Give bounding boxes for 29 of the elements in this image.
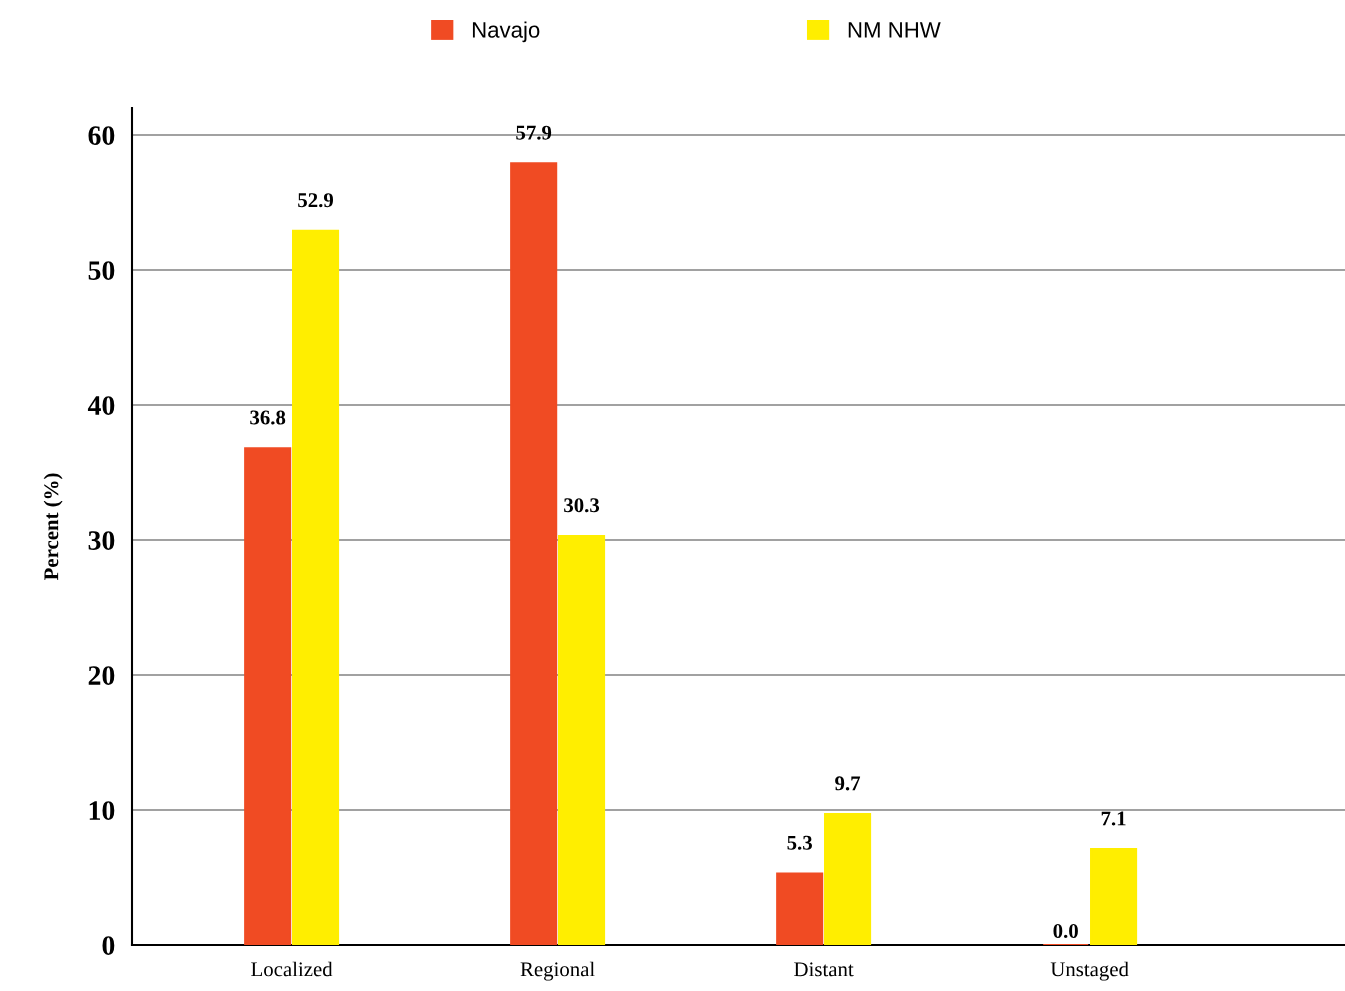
x-tick-label: Regional	[520, 961, 595, 981]
data-label: 5.3	[787, 835, 812, 850]
y-tick-label: 10	[89, 801, 115, 820]
data-label: 57.9	[516, 125, 552, 140]
y-tick-label: 40	[87, 396, 115, 415]
x-tick-label: Unstaged	[1050, 961, 1129, 981]
bar	[824, 813, 872, 945]
y-tick-label: 0	[102, 936, 115, 955]
data-label: 7.1	[1101, 811, 1126, 826]
bar	[244, 447, 292, 945]
legend-label: NM NHW	[848, 22, 941, 38]
x-tick-label: Distant	[794, 962, 854, 977]
data-label: 30.3	[564, 498, 600, 513]
data-label: 0.0	[1053, 923, 1078, 939]
x-tick-label: Localized	[251, 961, 333, 977]
legend-label: Navajo	[472, 21, 540, 43]
y-axis-title: Percent (%)	[43, 473, 63, 581]
y-tick-label: 20	[88, 666, 115, 685]
y-tick-label: 50	[88, 261, 115, 280]
bar	[292, 229, 340, 945]
y-tick-label: 30	[88, 531, 115, 550]
bar	[776, 872, 824, 945]
data-label: 52.9	[298, 193, 334, 208]
bar	[558, 534, 606, 945]
y-tick-label: 60	[88, 126, 115, 145]
data-label: 9.7	[835, 776, 861, 791]
bar	[1090, 848, 1138, 945]
data-label: 36.8	[250, 410, 286, 425]
bar	[510, 162, 558, 945]
